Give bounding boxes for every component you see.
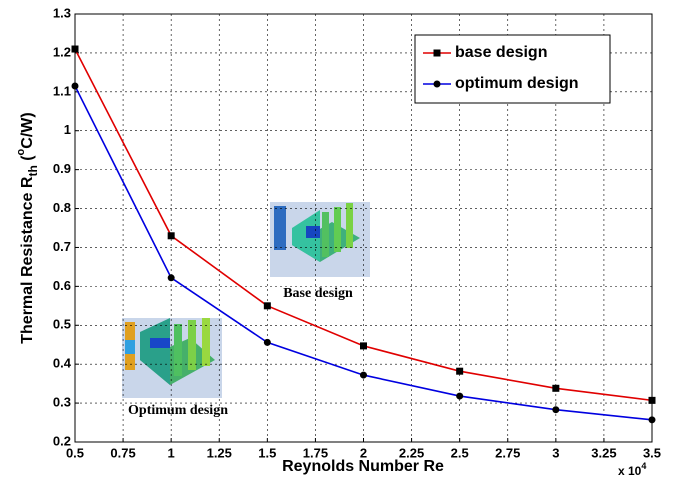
x-multiplier: x 104 (618, 461, 646, 478)
y-tick-label: 0.9 (53, 161, 71, 176)
marker (360, 372, 367, 379)
x-tick-label: 2.5 (451, 445, 469, 460)
chart: Base design Optimum design Reynolds Numb… (0, 0, 673, 485)
marker (72, 82, 79, 89)
inset-base (270, 202, 370, 277)
marker (168, 274, 175, 281)
legend-label: optimum design (455, 75, 579, 92)
legend-marker (434, 81, 441, 88)
legend-marker (434, 50, 441, 57)
y-tick-label: 0.8 (53, 200, 71, 215)
marker (649, 416, 656, 423)
x-tick-label: 1.75 (303, 445, 328, 460)
marker (264, 302, 271, 309)
marker (649, 397, 656, 404)
marker (72, 46, 79, 53)
x-tick-label: 3 (552, 445, 559, 460)
y-tick-label: 0.5 (53, 317, 71, 332)
x-tick-label: 1.25 (207, 445, 232, 460)
x-multiplier-exp: 4 (641, 461, 646, 471)
x-tick-label: 2.25 (399, 445, 424, 460)
x-axis-label: Reynolds Number Re (282, 458, 444, 475)
x-tick-label: 3.5 (643, 445, 661, 460)
marker (264, 339, 271, 346)
annotation: Base design (283, 286, 353, 301)
marker (552, 406, 559, 413)
y-tick-label: 1.2 (53, 44, 71, 59)
y-tick-label: 1.1 (53, 83, 71, 98)
marker (360, 342, 367, 349)
marker (456, 393, 463, 400)
x-tick-label: 1.5 (258, 445, 276, 460)
inset-optimum (122, 318, 222, 398)
y-tick-label: 0.7 (53, 239, 71, 254)
legend-label: base design (455, 44, 547, 61)
y-tick-label: 0.6 (53, 278, 71, 293)
marker (552, 385, 559, 392)
y-axis-label: Thermal Resistance Rth (oC/W) (15, 112, 40, 343)
y-tick-label: 0.3 (53, 395, 71, 410)
y-tick-label: 1.3 (53, 5, 71, 20)
marker (168, 232, 175, 239)
marker (456, 368, 463, 375)
y-tick-label: 0.2 (53, 433, 71, 448)
x-multiplier-base: x 10 (618, 464, 642, 478)
y-label-part: C/W) (19, 112, 36, 148)
x-tick-label: 1 (168, 445, 175, 460)
x-tick-label: 2 (360, 445, 367, 460)
y-label-part: Thermal Resistance R (19, 176, 36, 344)
y-tick-label: 1 (64, 122, 71, 137)
y-tick-label: 0.4 (53, 356, 72, 371)
x-tick-label: 0.75 (110, 445, 135, 460)
annotation: Optimum design (128, 403, 228, 418)
x-tick-label: 3.25 (591, 445, 616, 460)
x-tick-label: 2.75 (495, 445, 520, 460)
y-label-sub: th (26, 165, 40, 176)
